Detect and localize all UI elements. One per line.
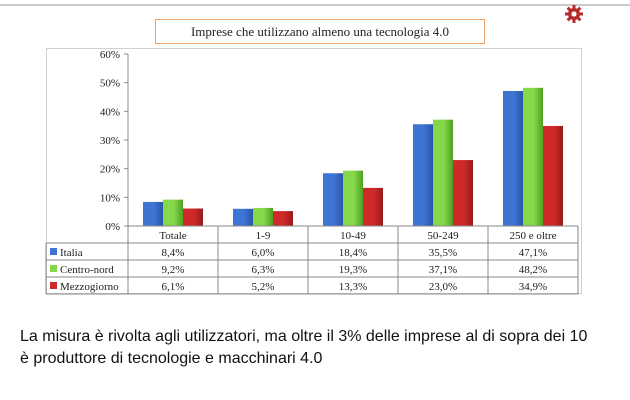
chart-title: Imprese che utilizzano almeno una tecnol… <box>155 19 485 44</box>
x-tick-label: Totale <box>159 230 186 242</box>
top-divider <box>0 4 630 6</box>
x-tick-label: 50-249 <box>427 230 459 242</box>
legend-swatch-mezzogiorno <box>50 282 57 289</box>
bar-mezzogiorno-2 <box>363 187 383 226</box>
y-tick-label: 30% <box>100 135 120 147</box>
legend-swatch-centro-nord <box>50 265 57 272</box>
data-label: 13,3% <box>339 281 367 293</box>
x-tick-label: 250 e oltre <box>509 230 556 242</box>
legend-label: Mezzogiorno <box>60 281 119 293</box>
x-tick-label: 10-49 <box>340 230 366 242</box>
data-label: 34,9% <box>519 281 547 293</box>
gear-icon <box>565 5 583 23</box>
bar-centro-nord-3 <box>433 119 453 226</box>
bar-centro-nord-1 <box>253 207 273 226</box>
caption-line-2: è produttore di tecnologie e macchinari … <box>20 350 323 367</box>
data-label: 9,2% <box>162 264 185 276</box>
data-label: 48,2% <box>519 264 547 276</box>
y-tick-label: 40% <box>100 106 120 118</box>
data-label: 19,3% <box>339 264 367 276</box>
y-tick-label: 50% <box>100 78 120 90</box>
legend-label: Centro-nord <box>60 264 114 276</box>
y-tick-label: 10% <box>100 192 120 204</box>
y-tick-label: 0% <box>105 221 120 233</box>
data-label: 5,2% <box>252 281 275 293</box>
data-label: 6,0% <box>252 247 275 259</box>
bar-italia-0 <box>143 201 163 226</box>
bar-italia-2 <box>323 173 343 226</box>
bar-centro-nord-4 <box>523 87 543 227</box>
y-tick-label: 60% <box>100 49 120 61</box>
data-label: 6,3% <box>252 264 275 276</box>
bar-mezzogiorno-1 <box>273 211 293 226</box>
bar-mezzogiorno-3 <box>453 160 473 226</box>
bar-italia-1 <box>233 208 253 226</box>
y-tick-label: 20% <box>100 164 120 176</box>
bar-italia-4 <box>503 90 523 226</box>
data-label: 35,5% <box>429 247 457 259</box>
bar-centro-nord-2 <box>343 170 363 226</box>
data-label: 47,1% <box>519 247 547 259</box>
bar-italia-3 <box>413 124 433 226</box>
bar-mezzogiorno-0 <box>183 208 203 226</box>
data-label: 8,4% <box>162 247 185 259</box>
legend-label: Italia <box>60 247 83 259</box>
data-label: 23,0% <box>429 281 457 293</box>
caption-line-1: La misura è rivolta agli utilizzatori, m… <box>20 328 588 345</box>
data-label: 37,1% <box>429 264 457 276</box>
x-tick-label: 1-9 <box>256 230 271 242</box>
data-label: 18,4% <box>339 247 367 259</box>
caption-text: La misura è rivolta agli utilizzatori, m… <box>20 326 620 370</box>
bar-mezzogiorno-4 <box>543 125 563 226</box>
data-label: 6,1% <box>162 281 185 293</box>
bar-centro-nord-0 <box>163 199 183 226</box>
legend-swatch-italia <box>50 248 57 255</box>
